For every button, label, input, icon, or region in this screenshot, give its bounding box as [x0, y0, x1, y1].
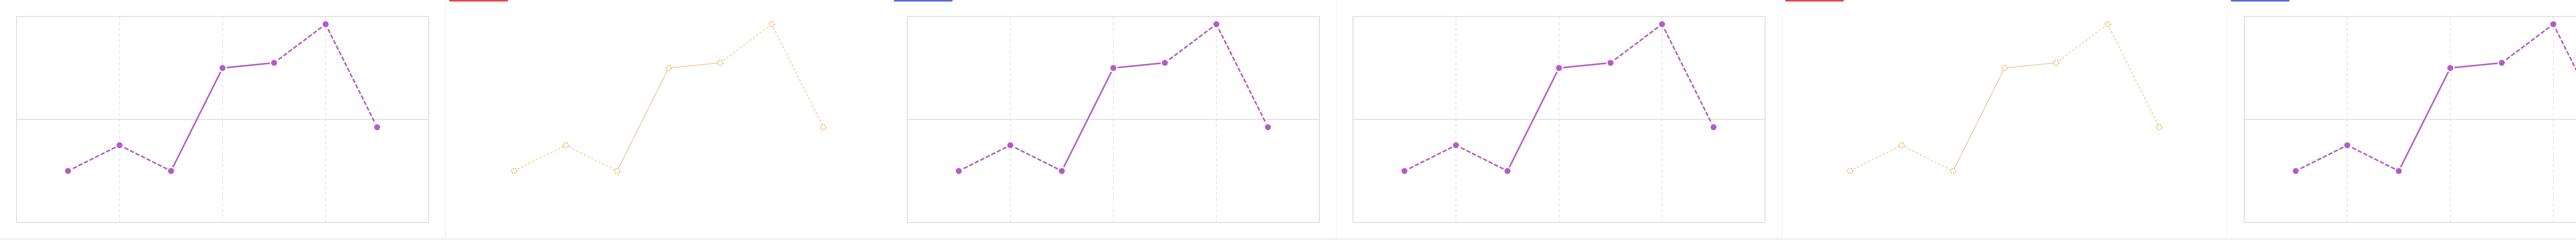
panel-bottom-edge	[891, 237, 1336, 240]
series-line-segment	[771, 24, 824, 128]
chart-panel	[446, 0, 891, 240]
data-point	[2291, 166, 2300, 176]
series-line-segment	[2346, 144, 2400, 172]
series-line-segment	[67, 144, 121, 172]
data-point	[1554, 63, 1564, 73]
series-line-segment	[668, 62, 721, 68]
data-point	[820, 124, 826, 130]
data-point	[218, 63, 227, 73]
series-line-segment	[514, 145, 566, 172]
chart-panel	[1782, 0, 2227, 240]
data-point	[2549, 20, 2558, 29]
data-point	[2343, 141, 2352, 150]
data-point	[1263, 123, 1273, 132]
data-point	[63, 166, 73, 176]
panel-bottom-edge	[1782, 237, 2227, 240]
series-line-segment	[720, 24, 772, 63]
data-point	[321, 20, 330, 29]
series-line-segment	[222, 62, 275, 69]
data-point	[1400, 166, 1409, 176]
line-chart	[1847, 21, 2162, 174]
data-point	[269, 58, 279, 67]
data-point	[1109, 63, 1118, 73]
panel-accent-bar	[2231, 0, 2290, 2]
data-point	[2497, 58, 2506, 67]
chart-panel	[2228, 0, 2576, 240]
data-point	[115, 141, 124, 150]
series-line-segment	[1455, 144, 1509, 172]
series-line-segment	[2398, 67, 2451, 172]
chart-panel	[891, 0, 1336, 240]
line-chart	[907, 16, 1320, 223]
series-line-segment	[1215, 23, 1269, 128]
data-point	[563, 142, 569, 148]
line-chart	[2244, 16, 2576, 223]
data-point	[1057, 166, 1066, 176]
data-point	[2394, 166, 2403, 176]
series-line-segment	[325, 23, 378, 128]
data-point	[1212, 20, 1221, 29]
series-line-segment	[1164, 23, 1217, 64]
data-point	[717, 60, 723, 66]
series-line-segment	[118, 144, 172, 172]
data-point	[1950, 168, 1956, 174]
series-line-segment	[273, 23, 327, 64]
series-line-segment	[2295, 144, 2348, 172]
series-line-segment	[1953, 67, 2005, 172]
panel-accent-bar	[449, 0, 508, 2]
data-point	[2156, 124, 2162, 130]
data-point	[166, 166, 176, 176]
data-point	[511, 168, 517, 174]
data-point	[1451, 141, 1461, 150]
data-point	[1160, 58, 1170, 67]
data-point	[614, 168, 620, 174]
data-point	[2053, 60, 2059, 66]
series-line-segment	[958, 144, 1011, 172]
line-chart	[511, 21, 826, 174]
series-line-segment	[2004, 62, 2057, 68]
series-line-segment	[1403, 144, 1457, 172]
data-point	[1709, 123, 1718, 132]
data-point	[1006, 141, 1015, 150]
data-point	[769, 21, 775, 27]
series-line-segment	[2107, 24, 2160, 128]
data-point	[2002, 65, 2008, 71]
data-point	[1606, 58, 1615, 67]
series-line-segment	[1850, 145, 1902, 172]
data-point	[954, 166, 963, 176]
panel-accent-bar	[1785, 0, 1844, 2]
line-chart	[1352, 16, 1766, 223]
series-line-segment	[1901, 145, 1954, 172]
chart-panel	[0, 0, 445, 240]
series-line-segment	[1558, 62, 1612, 69]
series-line-segment	[565, 145, 618, 172]
series-line-segment	[2056, 24, 2108, 63]
series-line-segment	[1609, 23, 1663, 64]
data-point	[372, 123, 382, 132]
data-point	[1847, 168, 1853, 174]
panel-bottom-edge	[2228, 237, 2576, 240]
series-line-segment	[2552, 23, 2576, 72]
panel-bottom-edge	[446, 237, 891, 240]
series-line-segment	[1009, 144, 1063, 172]
series-line-segment	[2501, 23, 2554, 64]
series-line-segment	[2449, 62, 2503, 69]
series-line-segment	[170, 67, 224, 172]
data-point	[2446, 63, 2455, 73]
line-chart	[16, 16, 429, 223]
series-line-segment	[617, 67, 669, 172]
series-line-segment	[1112, 62, 1166, 69]
panel-bottom-edge	[1336, 237, 1782, 240]
series-line-segment	[1506, 67, 1560, 172]
data-point	[2105, 21, 2111, 27]
data-point	[666, 65, 672, 71]
data-point	[1657, 20, 1667, 29]
series-line-segment	[1661, 23, 1715, 128]
chart-panel	[1336, 0, 1782, 240]
series-line-segment	[1061, 67, 1114, 172]
panel-accent-bar	[894, 0, 953, 2]
panel-bottom-edge	[0, 237, 445, 240]
data-point	[1503, 166, 1512, 176]
data-point	[1899, 142, 1905, 148]
